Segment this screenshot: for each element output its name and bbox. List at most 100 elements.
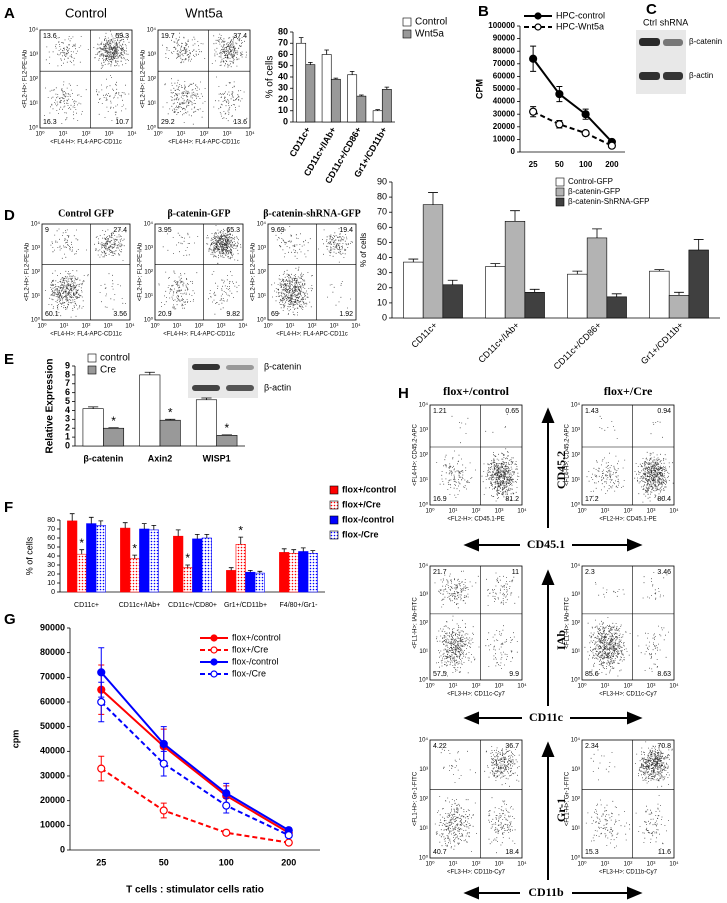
error-bar [300, 547, 306, 552]
error-bar [175, 529, 181, 537]
error-bar [165, 418, 176, 421]
y-tick-label: 80000 [40, 647, 65, 657]
x-tick-label: 10⁴ [669, 508, 679, 515]
x-tick-label: 10² [308, 324, 317, 330]
x-tick-label: 200 [605, 160, 619, 169]
y-axis-label: Relative Expression [45, 358, 56, 453]
data-point [97, 764, 106, 773]
data-point [284, 838, 293, 847]
x-tick-label: 10³ [217, 324, 226, 330]
y-tick-label: 80000 [493, 46, 516, 55]
column-title: flox+/control [443, 384, 510, 398]
y-tick-label: 0 [283, 116, 288, 126]
y-axis-label: CPM [474, 79, 484, 99]
y-tick-label: 40 [47, 553, 55, 560]
y-axis-label: <FL1-H>: IAb-FITC [413, 597, 419, 649]
error-bar [257, 570, 263, 574]
y-tick-label: 0 [511, 147, 516, 156]
event-dots [436, 450, 476, 498]
y-tick-label: 10⁴ [31, 221, 41, 228]
data-point [555, 120, 564, 129]
bar [296, 42, 307, 123]
legend-label: flox-/Cre [232, 668, 266, 678]
x-tick-label: 10³ [223, 132, 232, 138]
event-dots [481, 448, 520, 502]
quadrant-percent: 2.3 [585, 569, 595, 576]
data-point [159, 759, 168, 768]
error-bar [98, 520, 104, 526]
significance-mark: * [132, 541, 137, 555]
y-axis-label: <FL2-H>: FL2-PE-IAb [25, 242, 31, 301]
legend-swatch [329, 500, 339, 510]
x-tick-label: 10⁰ [35, 131, 45, 138]
panel-label: E [4, 351, 14, 368]
western-blot: β-catenin β-actin [188, 358, 301, 398]
x-axis-label: <FL4-H>: FL4-APC-CD11c [163, 332, 235, 338]
blot-band [639, 72, 660, 80]
series-line [100, 688, 290, 834]
event-dots [486, 572, 520, 606]
x-tick-label: 10³ [495, 862, 504, 868]
y-tick-label: 10² [144, 270, 153, 276]
plot-frame [581, 565, 675, 681]
plot-frame [41, 223, 131, 321]
legend-label: β-catenin-ShRNA-GFP [568, 197, 650, 206]
x-tick-label: 10² [472, 862, 481, 868]
y-tick-label: 10¹ [257, 294, 266, 300]
series-line [532, 110, 613, 147]
event-dots [434, 796, 477, 852]
y-axis-label: <FL4-H>: CD45.2-APC [413, 423, 419, 485]
bar [298, 551, 309, 593]
y-tick-label: 80 [278, 26, 288, 36]
error-bar [132, 554, 138, 559]
arrow-head [541, 569, 555, 585]
x-tick-label: 10¹ [449, 509, 458, 515]
x-axis-label: <FL4-H>: FL4-APC-CD11c [276, 332, 348, 338]
x-tick-label: 10² [624, 862, 633, 868]
series-line [100, 767, 289, 844]
y-tick-label: 10⁰ [29, 125, 39, 132]
quadrant-percent: 85.6 [585, 671, 599, 678]
plot-frame [39, 29, 133, 129]
y-tick-label: 10³ [571, 767, 580, 773]
error-bar [291, 549, 297, 554]
x-tick-label: 10² [624, 684, 633, 690]
x-tick-label: 10⁴ [351, 323, 361, 330]
x-axis-label: <FL2-H>: CD45.1-PE [447, 517, 504, 523]
y-tick-label: 10² [419, 621, 428, 627]
y-tick-label: 10⁰ [419, 502, 429, 509]
y-tick-label: 40 [278, 71, 288, 81]
y-tick-label: 8 [65, 369, 70, 379]
y-tick-label: 10⁴ [419, 402, 429, 409]
arrow-head [627, 711, 643, 725]
y-tick-label: 10² [147, 77, 156, 83]
y-tick-label: 90000 [40, 622, 65, 632]
y-tick-label: 10² [571, 621, 580, 627]
event-dots [50, 228, 87, 259]
event-dots [206, 225, 242, 264]
x-tick-label: 10⁴ [127, 131, 137, 138]
bar [173, 535, 184, 593]
error-bar [654, 269, 665, 272]
band-label: β-actin [264, 382, 291, 392]
axis-name: CD45.1 [527, 537, 565, 551]
error-bar [375, 109, 380, 111]
event-dots [162, 32, 206, 64]
legend-label: Control-GFP [568, 177, 613, 186]
y-tick-label: 10⁴ [571, 402, 581, 409]
legend-swatch [555, 177, 565, 187]
error-bar [69, 513, 75, 521]
quadrant-percent: 10.7 [115, 119, 129, 126]
band-label: β-catenin [689, 37, 722, 46]
quadrant-percent: 9 [45, 227, 49, 234]
y-tick-label: 10³ [29, 52, 38, 58]
event-dots [94, 229, 127, 261]
y-tick-label: 90000 [493, 34, 516, 43]
axis-name: Gr-1 [554, 798, 568, 822]
y-tick-label: 20 [47, 571, 55, 578]
y-tick-label: 10² [419, 797, 428, 803]
bar [216, 435, 238, 447]
x-tick-label: 10¹ [449, 862, 458, 868]
quadrant-percent: 70.8 [657, 743, 671, 750]
